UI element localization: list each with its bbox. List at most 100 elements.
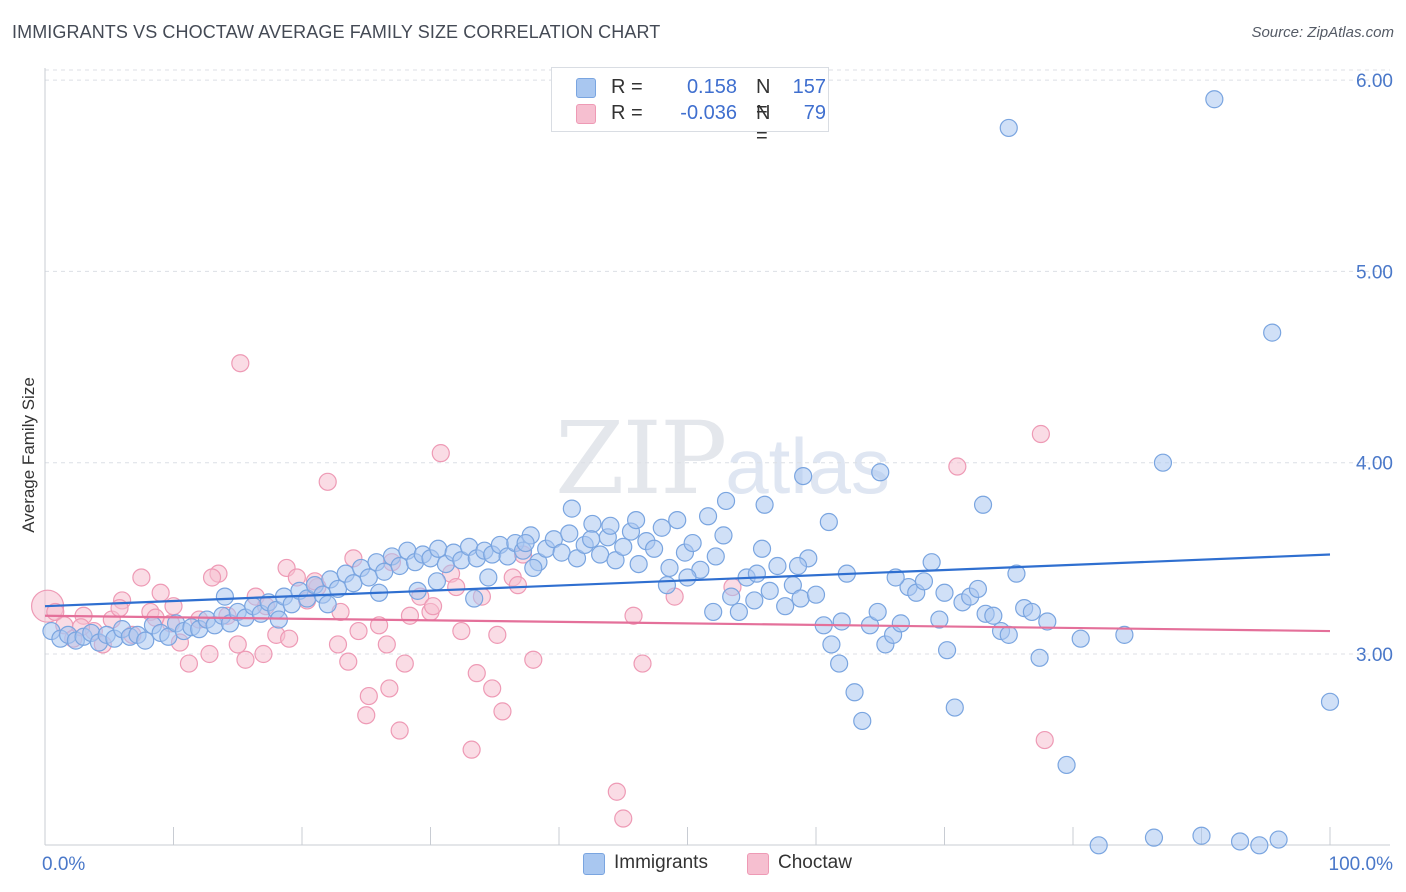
point-immigrants	[704, 602, 723, 622]
x-tick-label: 0.0%	[42, 854, 85, 875]
point-immigrants	[606, 551, 625, 570]
x-tick-label: 100.0%	[1329, 854, 1394, 875]
point-immigrants	[822, 635, 841, 654]
point-choctaw	[452, 621, 471, 641]
point-immigrants	[755, 495, 774, 514]
point-immigrants	[999, 118, 1018, 138]
point-immigrants	[819, 512, 838, 532]
legend-n-label: N =	[756, 102, 771, 147]
point-choctaw	[380, 679, 399, 698]
y-tick-label: 4.00	[1356, 454, 1393, 475]
point-immigrants	[560, 524, 579, 543]
point-immigrants	[729, 602, 749, 622]
point-immigrants	[891, 614, 910, 633]
legend-r-label: R =	[611, 76, 649, 98]
legend-swatch-choctaw	[576, 104, 596, 124]
point-choctaw	[370, 616, 389, 635]
point-immigrants	[668, 510, 687, 530]
point-immigrants	[626, 510, 646, 530]
legend-n-value: 157	[792, 76, 826, 98]
point-choctaw	[231, 354, 250, 373]
point-choctaw	[633, 654, 652, 673]
point-immigrants	[552, 543, 571, 562]
point-choctaw	[467, 664, 486, 683]
point-choctaw	[349, 621, 368, 641]
point-immigrants	[136, 631, 155, 650]
point-immigrants	[1115, 625, 1134, 644]
point-immigrants	[1230, 832, 1250, 851]
point-immigrants	[845, 683, 864, 702]
trend-line-immigrants	[44, 553, 1331, 608]
point-choctaw	[202, 568, 222, 587]
point-immigrants	[1007, 564, 1026, 583]
bottom-legend-label-choctaw: Choctaw	[778, 852, 852, 873]
chart-title: IMMIGRANTS VS CHOCTAW AVERAGE FAMILY SIZ…	[12, 22, 661, 42]
source-label: Source: ZipAtlas.com	[1251, 24, 1394, 41]
point-immigrants	[752, 539, 772, 558]
point-choctaw	[328, 635, 348, 654]
point-choctaw	[200, 644, 219, 664]
point-immigrants	[583, 514, 602, 534]
point-immigrants	[706, 547, 725, 566]
y-tick-label: 6.00	[1356, 71, 1393, 92]
point-immigrants	[1192, 826, 1211, 845]
point-immigrants	[1071, 629, 1090, 648]
point-immigrants	[868, 602, 887, 622]
point-choctaw	[339, 652, 358, 671]
trend-line-choctaw	[44, 614, 1331, 633]
point-immigrants	[683, 533, 702, 553]
point-immigrants	[914, 572, 934, 591]
point-immigrants	[999, 625, 1018, 644]
point-immigrants	[359, 568, 378, 587]
legend: R = 0.158 N = 157 R = -0.036 N = 79	[551, 67, 829, 147]
legend-swatch-immigrants	[576, 78, 596, 98]
point-immigrants	[1153, 453, 1173, 472]
y-tick-label: 5.00	[1356, 262, 1393, 283]
point-immigrants	[791, 589, 810, 608]
point-choctaw	[318, 472, 337, 491]
point-choctaw	[624, 606, 643, 625]
point-immigrants	[479, 568, 498, 587]
point-immigrants	[318, 595, 337, 614]
point-choctaw	[359, 686, 378, 706]
point-immigrants	[776, 597, 795, 616]
point-choctaw	[151, 583, 170, 602]
point-immigrants	[1057, 755, 1076, 775]
point-immigrants	[760, 581, 779, 600]
point-immigrants	[215, 587, 234, 606]
point-immigrants	[644, 539, 664, 558]
point-immigrants	[429, 539, 448, 558]
point-immigrants	[562, 499, 581, 518]
point-immigrants	[806, 585, 826, 604]
point-immigrants	[629, 554, 648, 574]
y-tick-label: 3.00	[1356, 645, 1393, 666]
point-immigrants	[1320, 692, 1340, 711]
point-immigrants	[714, 526, 733, 545]
point-choctaw	[377, 635, 396, 654]
point-choctaw	[607, 782, 626, 801]
point-immigrants	[794, 466, 813, 486]
point-immigrants	[968, 579, 988, 599]
point-choctaw	[357, 706, 376, 725]
point-choctaw	[1031, 424, 1050, 444]
point-immigrants	[1030, 648, 1049, 667]
point-immigrants	[1269, 830, 1288, 849]
point-immigrants	[871, 463, 890, 482]
point-immigrants	[745, 591, 764, 610]
point-choctaw	[431, 444, 450, 463]
bottom-legend-label-immigrants: Immigrants	[614, 852, 708, 873]
point-choctaw	[462, 740, 481, 759]
point-immigrants	[591, 545, 610, 564]
point-immigrants	[937, 641, 957, 660]
point-choctaw	[132, 568, 151, 587]
point-immigrants	[830, 654, 849, 673]
point-immigrants	[1022, 602, 1041, 622]
point-immigrants	[1089, 836, 1108, 855]
point-immigrants	[853, 711, 872, 731]
point-immigrants	[516, 533, 535, 553]
point-immigrants	[614, 537, 633, 556]
legend-n-label: N =	[756, 76, 771, 121]
watermark-atlas: atlas	[725, 422, 891, 510]
point-choctaw	[948, 457, 967, 476]
